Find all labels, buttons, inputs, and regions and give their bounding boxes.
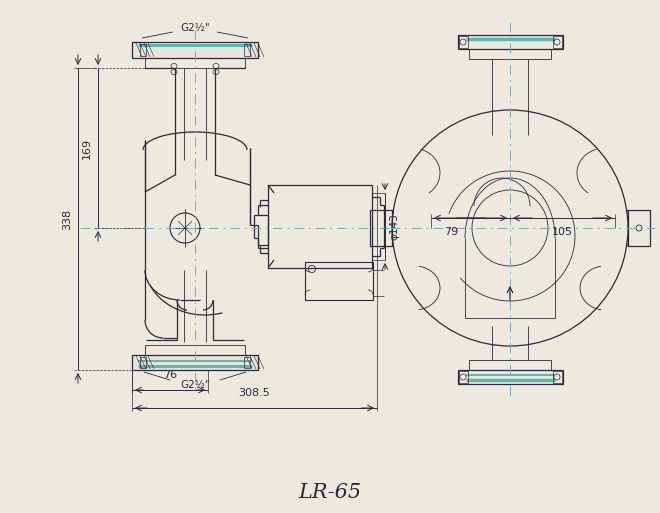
Bar xyxy=(132,42,258,58)
Bar xyxy=(145,58,245,68)
Bar xyxy=(268,185,372,268)
Text: 76: 76 xyxy=(163,370,177,380)
Bar xyxy=(370,210,392,246)
Bar xyxy=(305,262,373,300)
Bar xyxy=(553,36,562,48)
Bar xyxy=(145,345,245,355)
Bar xyxy=(469,360,551,370)
Bar xyxy=(132,355,258,370)
Bar xyxy=(628,210,650,246)
Text: LR-65: LR-65 xyxy=(298,483,362,503)
Bar xyxy=(469,49,551,59)
Text: 308.5: 308.5 xyxy=(239,388,271,398)
Bar xyxy=(459,371,468,383)
Text: G2½": G2½" xyxy=(180,380,210,390)
Bar xyxy=(459,36,468,48)
Text: G2½": G2½" xyxy=(180,23,210,33)
Text: φ143: φ143 xyxy=(389,213,399,240)
Text: 79: 79 xyxy=(444,227,458,237)
Bar xyxy=(458,35,563,49)
Bar xyxy=(132,355,258,370)
Text: 169: 169 xyxy=(82,137,92,159)
Bar xyxy=(132,42,258,58)
Bar xyxy=(553,371,562,383)
Bar xyxy=(458,370,563,384)
Text: 338: 338 xyxy=(62,208,72,229)
Text: 105: 105 xyxy=(552,227,572,237)
